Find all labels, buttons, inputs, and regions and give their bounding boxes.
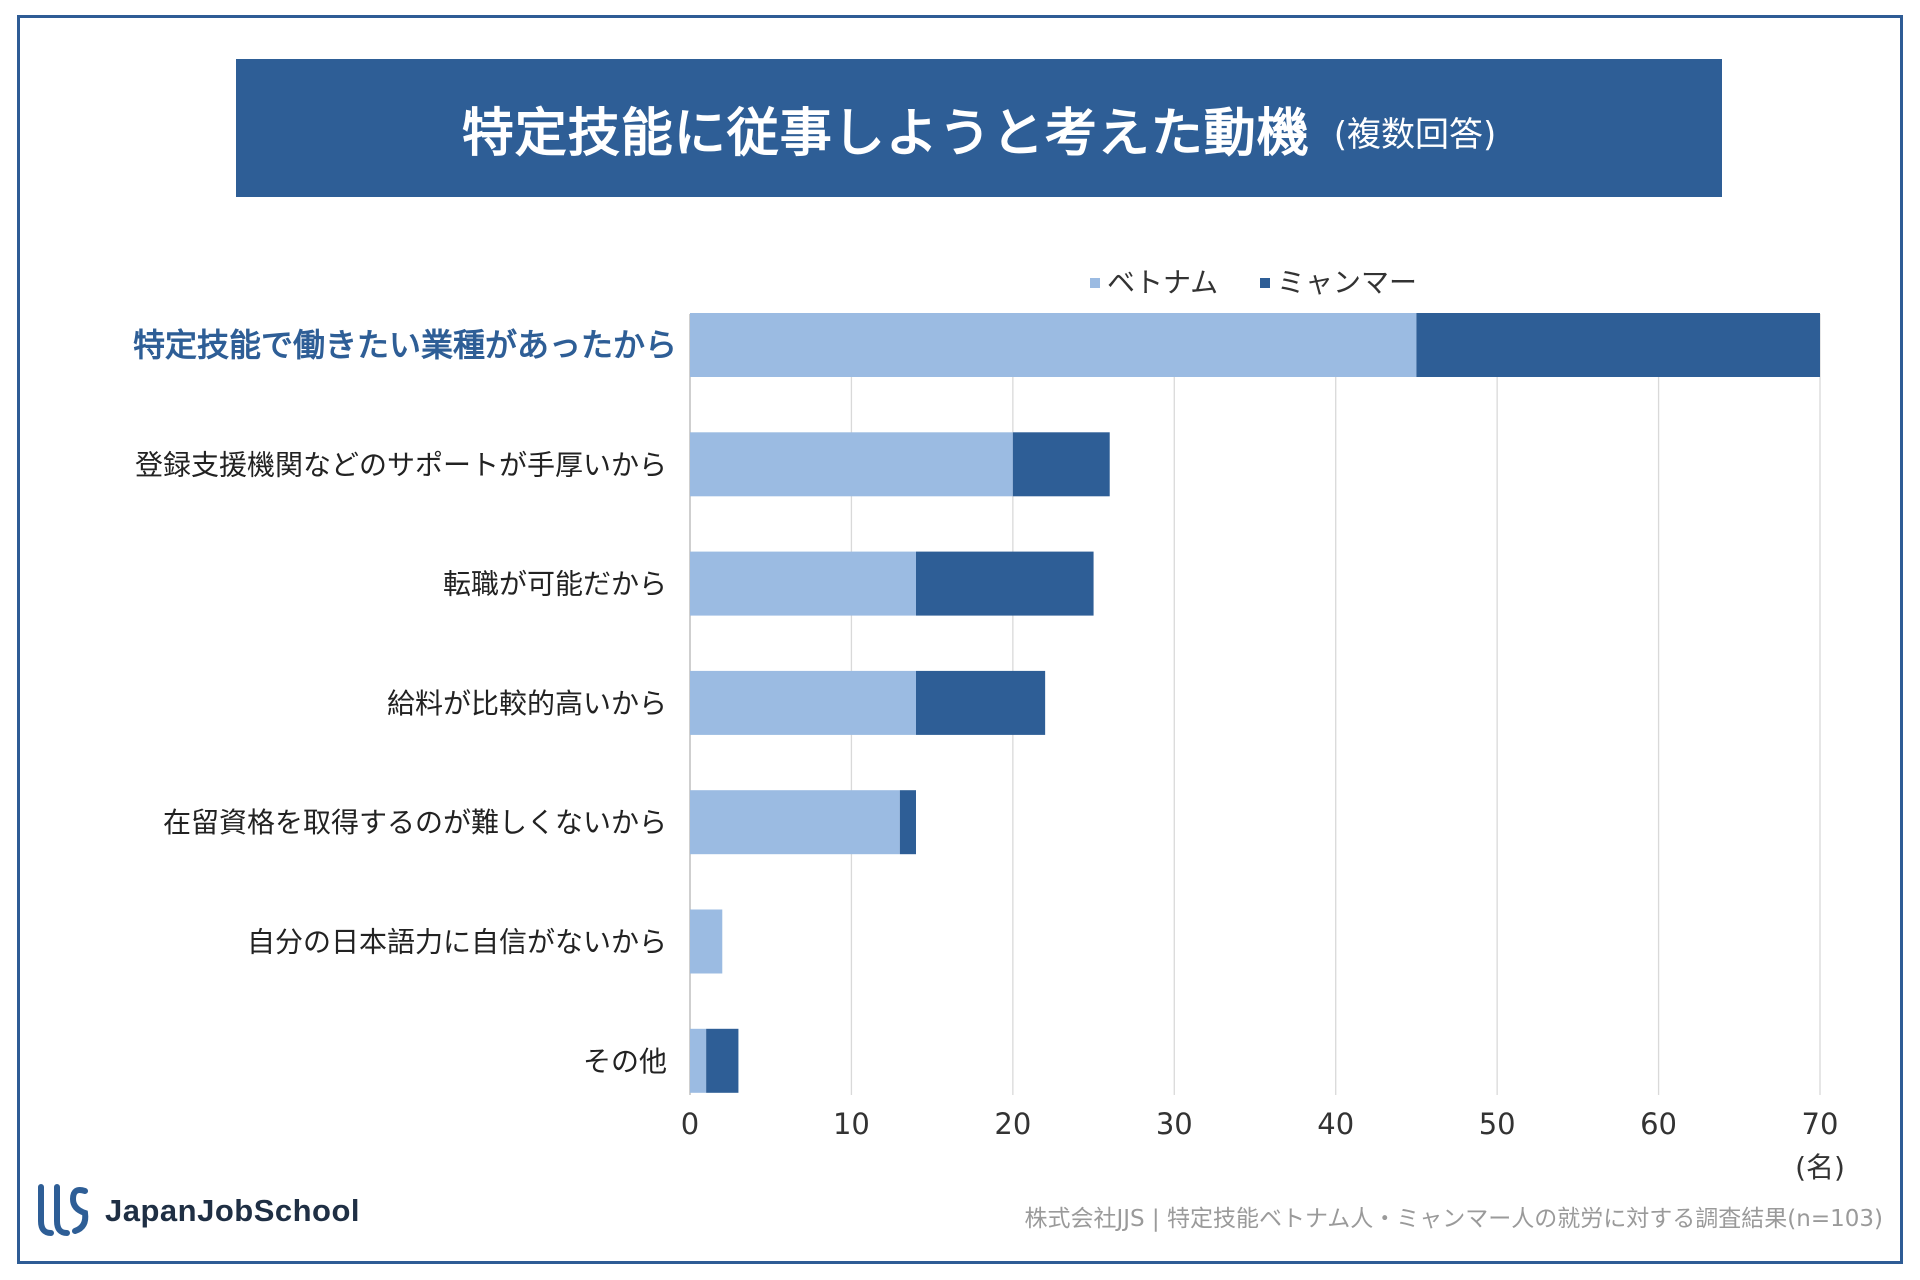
bar-vietnam-4 xyxy=(690,790,900,855)
jjs-logo-icon xyxy=(38,1184,89,1236)
x-tick-label-40: 40 xyxy=(1317,1107,1354,1141)
category-label-4: 在留資格を取得するのが難しくないから xyxy=(163,806,667,839)
outer-frame xyxy=(17,15,1903,1264)
legend-swatch-0 xyxy=(1090,278,1100,288)
bar-vietnam-6 xyxy=(690,1028,707,1093)
title-banner: 特定技能に従事しようと考えた動機 (複数回答) xyxy=(236,59,1722,197)
bar-vietnam-0 xyxy=(690,313,1417,377)
bar-myanmar-1 xyxy=(1012,432,1110,497)
bar-myanmar-4 xyxy=(899,790,916,855)
footer-source: 株式会社JJS | 特定技能ベトナム人・ミャンマー人の就労に対する調査結果(n=… xyxy=(1024,1206,1883,1232)
legend-swatch-1 xyxy=(1260,278,1270,288)
legend-label-0: ベトナム xyxy=(1107,266,1218,299)
x-tick-label-30: 30 xyxy=(1156,1107,1193,1141)
x-tick-label-10: 10 xyxy=(833,1107,870,1141)
x-tick-label-0: 0 xyxy=(681,1107,699,1141)
logo-text: JapanJobSchool xyxy=(105,1193,361,1228)
x-tick-label-20: 20 xyxy=(994,1107,1031,1141)
category-label-6: その他 xyxy=(583,1045,667,1078)
category-label-0: 特定技能で働きたい業種があったから xyxy=(133,326,677,364)
chart-subtitle: (複数回答) xyxy=(1333,114,1497,155)
category-label-5: 自分の日本語力に自信がないから xyxy=(247,926,667,959)
bar-myanmar-6 xyxy=(706,1028,739,1093)
bar-vietnam-3 xyxy=(690,670,916,735)
x-unit-label: (名) xyxy=(1795,1151,1845,1184)
category-label-2: 転職が可能だから xyxy=(443,568,667,601)
x-tick-label-70: 70 xyxy=(1802,1107,1839,1141)
logo: JapanJobSchool xyxy=(35,1183,360,1239)
bar-vietnam-2 xyxy=(690,551,916,616)
bar-vietnam-5 xyxy=(690,909,723,974)
legend-label-1: ミャンマー xyxy=(1277,266,1417,299)
bar-vietnam-1 xyxy=(690,432,1013,497)
x-tick-label-60: 60 xyxy=(1640,1107,1677,1141)
x-tick-label-50: 50 xyxy=(1479,1107,1516,1141)
category-label-1: 登録支援機関などのサポートが手厚いから xyxy=(135,448,667,481)
bar-myanmar-0 xyxy=(1416,313,1820,377)
bar-myanmar-3 xyxy=(916,670,1046,735)
bar-myanmar-2 xyxy=(916,551,1094,616)
chart-title: 特定技能に従事しようと考えた動機 xyxy=(461,103,1310,164)
category-label-3: 給料が比較的高いから xyxy=(387,687,667,720)
